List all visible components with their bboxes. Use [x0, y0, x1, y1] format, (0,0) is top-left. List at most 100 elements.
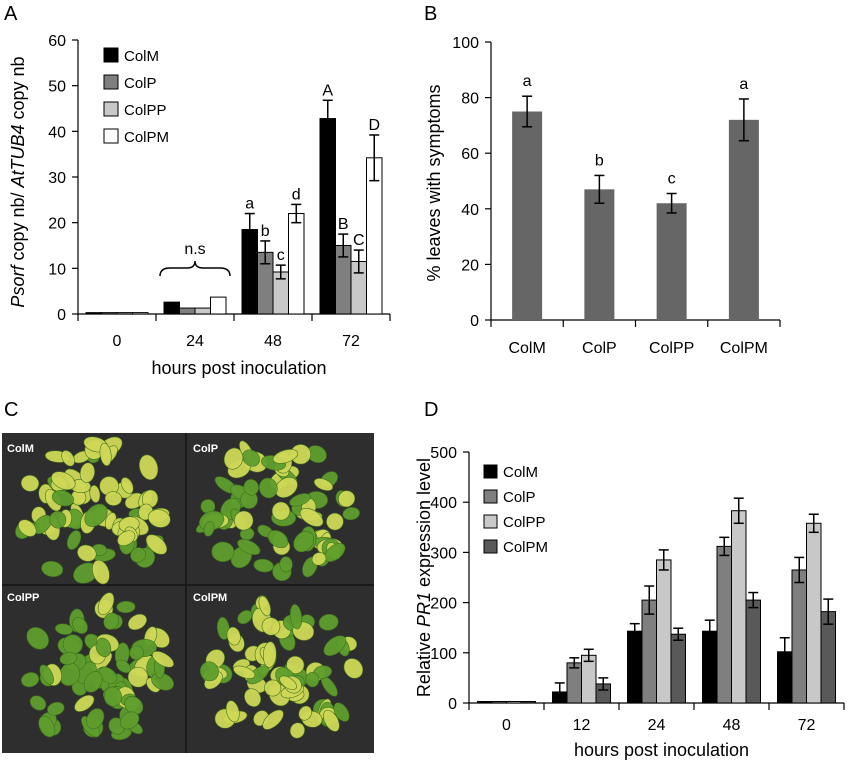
photo-label-colp: ColP: [193, 443, 218, 455]
y-axis-title-part: Psorf: [8, 264, 28, 308]
leaf-shape: [74, 694, 95, 712]
leaf-shape: [279, 675, 297, 690]
panel-letter-d: D: [424, 399, 438, 421]
leaf-shape: [318, 613, 339, 631]
leaf-shape: [151, 651, 175, 668]
leaf-shape: [84, 503, 108, 527]
x-tick-label: 48: [723, 717, 741, 734]
y-tick-label: 0: [448, 696, 457, 713]
leaf-shape: [253, 558, 274, 573]
legend-swatch-colpp: [483, 514, 498, 529]
y-tick-label: 10: [48, 261, 66, 278]
legend-swatch-colpm: [483, 539, 498, 554]
leaf-shape: [289, 604, 303, 630]
chart-a: 0 10 20 30 40 50 60 0 24 48 72 hours post inoculati…: [8, 33, 391, 378]
legend-label-colm: ColM: [503, 464, 538, 481]
panel-letter-b: B: [424, 3, 437, 25]
leaf-shape: [233, 665, 256, 679]
leaf-shape: [129, 645, 144, 661]
leaf-shape: [326, 512, 344, 531]
bar-colpp: [656, 559, 672, 704]
bar-colpp: [116, 312, 133, 315]
bar-colpp: [806, 522, 822, 704]
leaf-shape: [342, 507, 360, 521]
x-tick-label: 0: [502, 717, 511, 734]
leaf-shape: [26, 627, 49, 650]
significance-label: b: [595, 152, 604, 169]
y-tick-label: 500: [430, 445, 457, 462]
leaf-shape: [264, 679, 282, 697]
leaf-shape: [323, 709, 340, 732]
leaf-shape: [127, 666, 149, 688]
bar-colpm: [288, 213, 305, 315]
plant-photo-panel: ColM ColP ColPP ColPM: [2, 433, 374, 753]
leaf-shape: [18, 519, 37, 537]
significance-label: b: [261, 223, 270, 240]
leaf-shape: [51, 471, 76, 491]
leaf-shape: [97, 592, 115, 616]
leaf-shape: [258, 595, 271, 617]
significance-label: A: [322, 82, 333, 99]
chart-d: 0 100 200 300 400 500 0 12 24 48 72 hours post inoc…: [414, 445, 845, 760]
y-axis-title-part: PR1: [414, 592, 434, 627]
legend-label-colm: ColM: [124, 48, 159, 65]
leaf-shape: [21, 672, 40, 688]
x-tick-label: ColP: [582, 340, 617, 357]
y-tick-label: 60: [461, 146, 479, 163]
leaf-shape: [72, 617, 88, 634]
x-tick-label: ColPP: [649, 340, 694, 357]
x-tick-label: 24: [186, 333, 204, 350]
leaf-shape: [237, 610, 253, 625]
leaf-shape: [119, 711, 140, 730]
leaf-shape: [272, 449, 299, 464]
significance-label: B: [338, 216, 349, 233]
x-tick-label: 48: [264, 333, 282, 350]
leaf-shape: [124, 696, 144, 715]
leaf-shape: [47, 701, 65, 716]
photo-label-colpp: ColPP: [7, 592, 39, 604]
y-tick-label: 100: [452, 35, 479, 52]
leaf-shape: [343, 658, 364, 679]
leaf-shape: [313, 478, 334, 491]
x-tick-label: 0: [113, 333, 122, 350]
x-tick-label: 72: [798, 717, 816, 734]
leaf-shape: [279, 556, 293, 573]
bar-colp: [641, 599, 657, 704]
bar-colm: [627, 630, 643, 704]
bar-colp: [716, 545, 732, 704]
y-tick-label: 50: [48, 79, 66, 96]
leaf-shape: [83, 671, 103, 693]
bar-colp: [791, 569, 807, 704]
photo-label-colpm: ColPM: [193, 592, 227, 604]
legend-swatch-colpp: [103, 101, 119, 117]
y-tick-label: 0: [57, 307, 66, 324]
leaf-shape: [103, 612, 120, 630]
y-axis-title: % leaves with symptoms: [424, 84, 444, 281]
leaf-shape: [117, 530, 136, 547]
leaf-shape: [311, 552, 327, 566]
leaf-shape: [147, 509, 171, 528]
legend-swatch-colpm: [103, 128, 119, 144]
panel-letter-a: A: [4, 3, 18, 25]
leaf-shape: [62, 634, 83, 655]
bar-colpp: [194, 307, 211, 315]
leaf-shape: [116, 600, 136, 614]
bar-colm: [85, 312, 102, 315]
x-tick-label: 72: [342, 333, 360, 350]
legend-swatch-colm: [103, 47, 119, 63]
leaf-shape: [130, 547, 146, 563]
x-axis-title: hours post inoculation: [151, 358, 326, 378]
legend-label-colpm: ColPM: [503, 539, 548, 556]
y-tick-label: 60: [48, 33, 66, 50]
leaf-shape: [226, 626, 241, 646]
leaf-shape: [323, 635, 347, 656]
legend-label-colp: ColP: [124, 75, 157, 92]
legend-label-colp: ColP: [503, 489, 536, 506]
bar-colm: [319, 118, 336, 315]
bar-colpm: [132, 312, 149, 315]
bar-colpp: [506, 700, 522, 704]
bar-colp: [179, 307, 196, 315]
bar-colp: [491, 700, 507, 704]
leaf-shape: [104, 491, 122, 506]
leaf-shape: [223, 447, 244, 470]
